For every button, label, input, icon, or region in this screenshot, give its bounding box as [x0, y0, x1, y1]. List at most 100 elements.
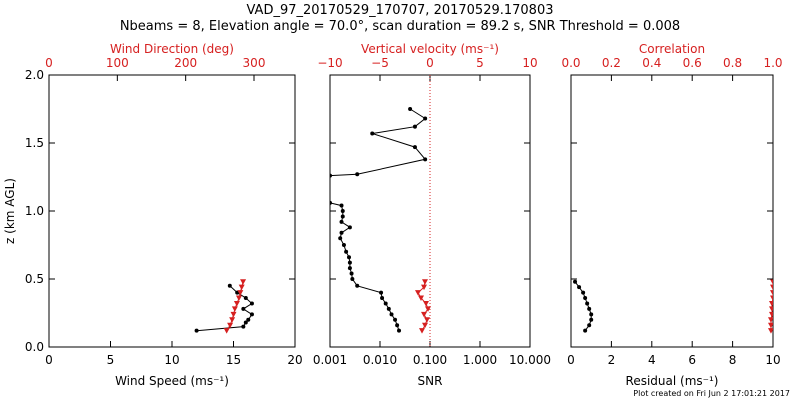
data-point: [249, 312, 254, 317]
x-tick-label: 5: [107, 353, 115, 367]
panel-snr-bottom-label: SNR: [418, 374, 443, 388]
x-tick-label: 0.010: [363, 353, 397, 367]
data-point: [415, 290, 421, 296]
x-tick-label: 8: [729, 353, 737, 367]
data-point: [424, 317, 430, 323]
y-tick-label: 0.0: [25, 340, 44, 354]
data-point: [423, 300, 429, 307]
x-tick-label: 1.000: [463, 353, 497, 367]
data-point: [395, 323, 400, 328]
data-point: [227, 283, 232, 288]
data-point: [577, 285, 582, 290]
figure-title-line2: Nbeams = 8, Elevation angle = 70.0°, sca…: [120, 19, 680, 34]
panel-residual-series: [573, 279, 773, 334]
data-point: [243, 320, 248, 325]
plot-footnote: Plot created on Fri Jun 2 17:01:21 2017: [633, 389, 790, 398]
data-point: [241, 324, 246, 329]
top-tick-label: 1.0: [763, 56, 782, 70]
panel-residual-bottom-axis: 0 2 4 6 8 10: [567, 341, 781, 367]
data-point: [330, 173, 332, 178]
data-point: [425, 306, 431, 312]
data-point: [573, 279, 578, 284]
panel-residual-bottom-label: Residual (ms⁻¹): [626, 374, 719, 388]
data-point: [423, 157, 428, 162]
panel-residual-frame: [570, 74, 774, 348]
data-point: [768, 306, 773, 312]
data-point: [583, 296, 588, 301]
data-point: [340, 214, 345, 219]
x-tick-label: 4: [648, 353, 656, 367]
data-point: [397, 328, 402, 333]
data-point: [340, 209, 345, 213]
data-point: [589, 312, 594, 317]
top-tick-label: 0.6: [683, 56, 702, 70]
data-point: [237, 290, 244, 296]
y-tick-label: 2.0: [25, 68, 44, 82]
data-point: [770, 279, 773, 285]
data-point: [339, 230, 344, 235]
data-point: [246, 317, 251, 322]
data-point: [344, 249, 349, 254]
top-tick-label: 5: [476, 56, 484, 70]
x-tick-label: 20: [287, 353, 302, 367]
top-tick-label: 0: [426, 56, 434, 70]
data-point: [339, 203, 344, 208]
data-point: [227, 322, 234, 329]
data-point: [767, 322, 773, 329]
top-tick-label: 100: [106, 56, 129, 70]
data-point: [583, 328, 588, 333]
data-point: [347, 225, 352, 230]
top-tick-label: 0.0: [561, 56, 580, 70]
data-point: [383, 301, 388, 306]
data-point: [423, 116, 428, 121]
data-point: [347, 255, 352, 260]
data-point: [389, 312, 394, 317]
panel-snr-top-label: Vertical velocity (ms⁻¹): [361, 42, 499, 56]
data-point: [421, 311, 427, 318]
data-point: [347, 266, 352, 271]
y-tick-label: 0.5: [25, 272, 44, 286]
top-tick-label: 0.8: [723, 56, 742, 70]
data-point: [419, 328, 425, 334]
data-point: [233, 300, 240, 307]
top-tick-label: 0: [45, 56, 53, 70]
data-point: [235, 295, 242, 302]
data-point: [223, 328, 230, 334]
top-tick-label: −10: [317, 56, 342, 70]
panel-wind-top-axis: 0 100 200 300: [45, 56, 265, 81]
panel-residual: 0.0 0.2 0.4 0.6 0.8 1.0 0 2 4 6 8 10 Correlation R…: [561, 42, 782, 388]
panel-residual-top-label: Correlation: [639, 42, 705, 56]
panel-snr: −10 −5 0 5 10 0.001 0.010 0.100 1.000 10.000 Ver…: [313, 42, 551, 388]
data-point: [339, 219, 344, 224]
data-point: [341, 243, 346, 247]
data-point: [767, 328, 773, 334]
series-line-1: [417, 281, 429, 331]
panel-wind-top-label: Wind Direction (deg): [110, 42, 234, 56]
data-point: [243, 296, 248, 301]
panel-wind-frame: [48, 74, 296, 348]
data-point: [238, 284, 245, 291]
panel-wind-bottom-axis: 0 5 10 15 20: [45, 341, 303, 367]
data-point: [386, 306, 391, 311]
data-point: [338, 236, 343, 241]
top-tick-label: 200: [174, 56, 197, 70]
y-tick-label: 1.5: [25, 136, 44, 150]
x-tick-label: 0.100: [413, 353, 447, 367]
data-point: [589, 317, 594, 322]
data-point: [194, 328, 199, 333]
x-tick-label: 2: [608, 353, 616, 367]
data-point: [241, 306, 246, 311]
data-point: [330, 200, 332, 205]
panel-residual-top-axis: 0.0 0.2 0.4 0.6 0.8 1.0: [561, 56, 783, 81]
data-point: [249, 301, 254, 306]
panel-wind-ylabel: z (km AGL): [3, 178, 17, 244]
panel-wind-y-axis: 0.0 0.5 1.0 1.5 2.0: [25, 68, 55, 354]
data-point: [418, 295, 424, 302]
panel-snr-top-axis: −10 −5 0 5 10: [317, 56, 538, 81]
x-tick-label: 0: [567, 353, 575, 367]
data-point: [408, 107, 413, 111]
data-point: [393, 317, 398, 322]
data-point: [422, 279, 428, 285]
top-tick-label: 0.2: [602, 56, 621, 70]
data-point: [770, 295, 773, 302]
